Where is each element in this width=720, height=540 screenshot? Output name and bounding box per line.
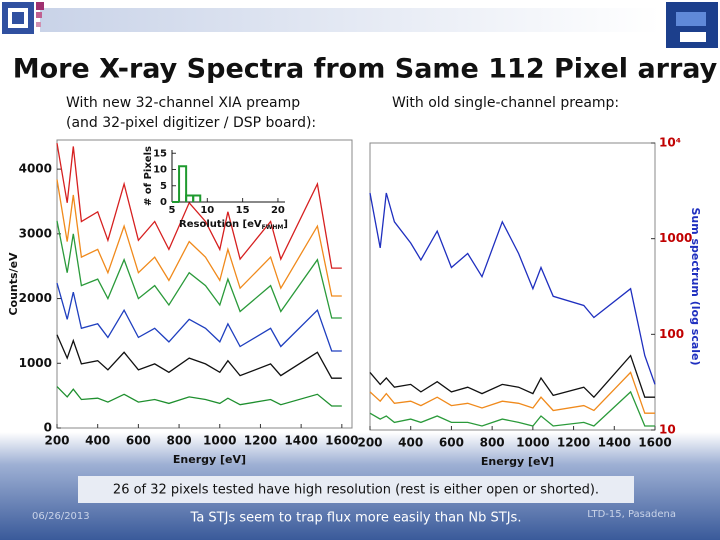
x-tick-label: 1000 — [203, 434, 236, 448]
x-axis-label-part: FWHM — [262, 224, 284, 231]
x-tick-label: 1400 — [284, 434, 317, 448]
x-tick-label: 600 — [126, 434, 151, 448]
caption: With new 32-channel XIA preamp — [66, 95, 300, 111]
x-axis-label: Energy [eV] — [173, 453, 246, 466]
x-axis-label: Resolution [eVFWHM] — [179, 219, 288, 231]
plot-frame — [369, 142, 656, 431]
note-box — [78, 476, 634, 503]
spectrum-line — [56, 220, 342, 319]
y-tick-label: 0 — [44, 421, 52, 435]
y-tick-label: 5 — [160, 181, 167, 192]
x-tick-label: 400 — [85, 434, 110, 448]
histogram-bar — [192, 194, 202, 202]
histogram-bar — [178, 165, 188, 202]
x-tick-label: 1200 — [244, 434, 277, 448]
y-tick-label: 3000 — [19, 226, 52, 240]
x-tick-label: 800 — [480, 436, 505, 450]
x-tick-label: 1600 — [638, 436, 671, 450]
y-axis-label: # of Pixels — [143, 146, 154, 206]
y-axis-label: Counts/eV — [7, 252, 20, 316]
x-axis-label: Energy [eV] — [481, 455, 554, 468]
y-tick-label: 0 — [160, 197, 167, 208]
spectrum-line — [369, 354, 655, 399]
spectrum-line — [369, 390, 655, 427]
y-tick-label: 1000 — [659, 231, 692, 245]
spectrum-line — [56, 386, 342, 407]
spectrum-line — [56, 334, 342, 379]
y-tick-label: 2000 — [19, 291, 52, 305]
y-axis-label: Sum spectrum (log scale) — [689, 207, 702, 365]
logo-right — [666, 2, 718, 48]
caption: (and 32-pixel digitizer / DSP board): — [66, 115, 316, 131]
date: 06/26/2013 — [32, 511, 90, 522]
x-axis-label-part: ] — [283, 219, 288, 230]
x-tick-label: 10 — [200, 205, 214, 216]
x-tick-label: 1200 — [557, 436, 590, 450]
y-tick-label: 15 — [153, 148, 167, 159]
y-tick-label: 10 — [659, 423, 676, 437]
venue: LTD-15, Pasadena — [587, 509, 676, 520]
y-tick-label: 4000 — [19, 162, 52, 176]
x-tick-label: 600 — [439, 436, 464, 450]
x-tick-label: 800 — [167, 434, 192, 448]
x-tick-label: 15 — [236, 205, 250, 216]
logo-left — [2, 2, 44, 34]
y-tick-label: 10⁴ — [659, 136, 681, 150]
spectrum-line — [56, 282, 342, 352]
title: More X-ray Spectra from Same 112 Pixel a… — [13, 54, 718, 85]
spectrum-line — [369, 371, 655, 414]
x-tick-label: 5 — [169, 205, 176, 216]
spectrum-line — [56, 179, 342, 297]
x-tick-label: 1000 — [516, 436, 549, 450]
x-tick-label: 1400 — [598, 436, 631, 450]
y-tick-label: 10 — [153, 165, 167, 176]
x-tick-label: 400 — [398, 436, 423, 450]
note: Ta STJs seem to trap flux more easily th… — [190, 511, 522, 526]
spectrum-line — [56, 143, 342, 269]
note: 26 of 32 pixels tested have high resolut… — [113, 483, 599, 498]
caption: With old single-channel preamp: — [392, 95, 619, 111]
spectrum-line — [369, 192, 656, 385]
x-tick-label: 1600 — [325, 434, 358, 448]
y-tick-label: 1000 — [19, 356, 52, 370]
y-tick-label: 100 — [659, 327, 684, 341]
x-tick-label: 200 — [44, 434, 69, 448]
x-axis-label-part: Resolution [eV — [179, 219, 262, 230]
x-tick-label: 200 — [357, 436, 382, 450]
header-band — [40, 8, 660, 32]
x-tick-label: 20 — [271, 205, 285, 216]
